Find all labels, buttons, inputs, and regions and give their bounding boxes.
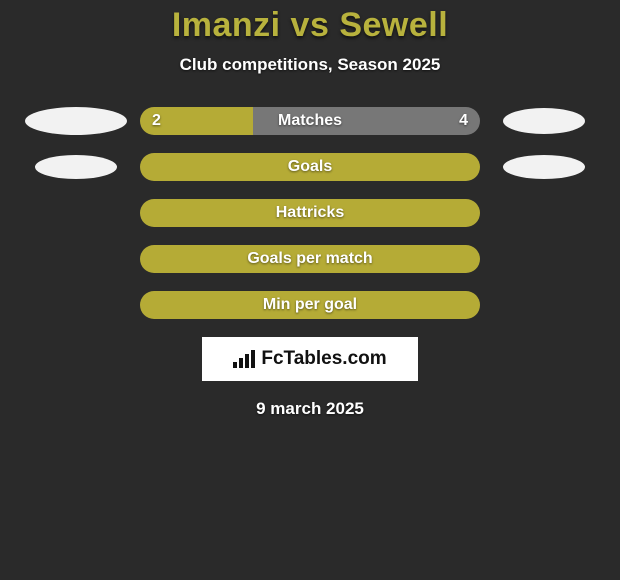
page-title: Imanzi vs Sewell bbox=[0, 6, 620, 45]
player-ellipse-left bbox=[35, 155, 117, 179]
stat-bar: Hattricks bbox=[140, 199, 480, 227]
bar-left-fill bbox=[140, 199, 480, 227]
bars-icon bbox=[233, 350, 255, 368]
left-ellipse-slot bbox=[30, 107, 140, 135]
stat-bar: Goals per match bbox=[140, 245, 480, 273]
stat-bar: Goals bbox=[140, 153, 480, 181]
right-ellipse-slot bbox=[480, 155, 590, 179]
bar-left-fill bbox=[140, 153, 480, 181]
bar-left-fill bbox=[140, 291, 480, 319]
right-ellipse-slot bbox=[480, 108, 590, 134]
stat-row: 24Matches bbox=[0, 107, 620, 135]
player-ellipse-right bbox=[503, 155, 585, 179]
stat-bar: Min per goal bbox=[140, 291, 480, 319]
stat-rows: 24Matches Goals Hattricks Goals per match Mi… bbox=[0, 107, 620, 319]
comparison-infographic: Imanzi vs Sewell Club competitions, Seas… bbox=[0, 0, 620, 419]
player-ellipse-left bbox=[25, 107, 127, 135]
stat-row: Hattricks bbox=[0, 199, 620, 227]
logo-box: FcTables.com bbox=[202, 337, 418, 381]
stat-row: Goals bbox=[0, 153, 620, 181]
logo-text: FcTables.com bbox=[261, 348, 386, 370]
stat-row: Goals per match bbox=[0, 245, 620, 273]
player-ellipse-right bbox=[503, 108, 585, 134]
bar-left-fill bbox=[140, 245, 480, 273]
bar-left-fill bbox=[140, 107, 253, 135]
left-ellipse-slot bbox=[30, 155, 140, 179]
subtitle: Club competitions, Season 2025 bbox=[0, 55, 620, 75]
date-text: 9 march 2025 bbox=[0, 399, 620, 419]
bar-right-fill bbox=[253, 107, 480, 135]
logo: FcTables.com bbox=[233, 348, 386, 370]
stat-row: Min per goal bbox=[0, 291, 620, 319]
stat-bar: 24Matches bbox=[140, 107, 480, 135]
